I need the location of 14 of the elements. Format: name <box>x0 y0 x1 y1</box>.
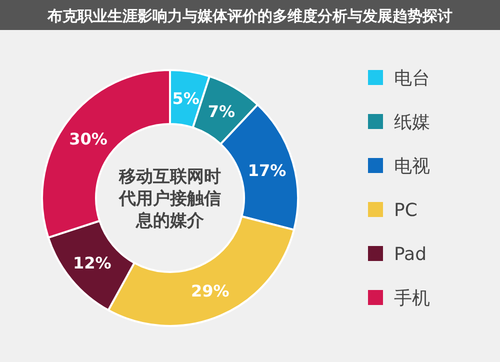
chart-title: 布克职业生涯影响力与媒体评价的多维度分析与发展趋势探讨 <box>46 7 452 25</box>
data-label: 12% <box>73 253 112 272</box>
legend-label: 电台 <box>394 68 430 89</box>
text: 移动互联网时代用户接触信息的媒介 <box>118 167 221 231</box>
data-label: 5% <box>172 89 200 108</box>
legend-label: 电视 <box>394 156 430 177</box>
legend-label: Pad <box>394 244 427 265</box>
data-label: 7% <box>208 102 235 122</box>
legend-label: PC <box>394 200 418 221</box>
data-label: 17% <box>248 160 286 180</box>
legend-label: 纸媒 <box>394 112 430 133</box>
data-label: 29% <box>190 282 230 301</box>
data-label: 30% <box>69 130 108 149</box>
legend-label: 手机 <box>394 288 430 309</box>
